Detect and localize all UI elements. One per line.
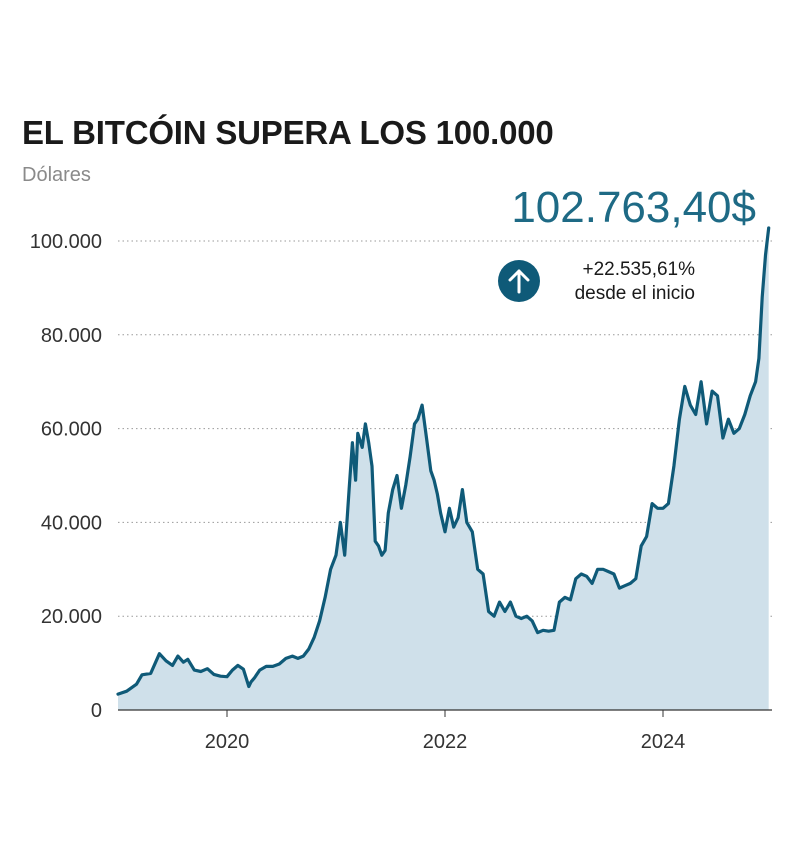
latest-price-value: 102.763,40$ (511, 183, 756, 232)
x-axis-ticks: 2020 2022 2024 (205, 710, 686, 753)
change-note: desde el inicio (575, 283, 695, 304)
change-percentage: +22.535,61% (582, 259, 695, 280)
y-tick-label: 80.000 (41, 325, 102, 347)
x-tick-label: 2022 (423, 731, 468, 753)
y-axis-unit-label: Dólares (22, 164, 91, 186)
y-tick-label: 0 (91, 700, 102, 722)
y-tick-label: 60.000 (41, 419, 102, 441)
x-tick-label: 2020 (205, 731, 250, 753)
y-tick-label: 100.000 (30, 231, 102, 253)
y-tick-label: 20.000 (41, 606, 102, 628)
price-area-fill (118, 228, 769, 710)
x-tick-label: 2024 (641, 731, 686, 753)
y-axis-ticks: 0 20.000 40.000 60.000 80.000 100.000 (30, 231, 102, 722)
chart-title: EL BITCÓIN SUPERA LOS 100.000 (22, 114, 554, 151)
y-tick-label: 40.000 (41, 512, 102, 534)
price-series-line (116, 226, 771, 696)
arrow-up-icon (498, 260, 540, 302)
